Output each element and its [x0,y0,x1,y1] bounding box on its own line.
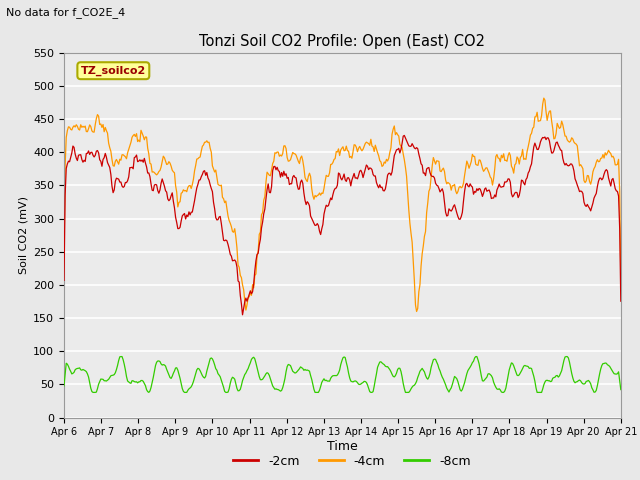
Text: TZ_soilco2: TZ_soilco2 [81,66,146,76]
Title: Tonzi Soil CO2 Profile: Open (East) CO2: Tonzi Soil CO2 Profile: Open (East) CO2 [200,34,485,49]
Text: No data for f_CO2E_4: No data for f_CO2E_4 [6,7,125,18]
X-axis label: Time: Time [327,440,358,453]
Legend: -2cm, -4cm, -8cm: -2cm, -4cm, -8cm [228,450,476,473]
Y-axis label: Soil CO2 (mV): Soil CO2 (mV) [19,196,29,274]
